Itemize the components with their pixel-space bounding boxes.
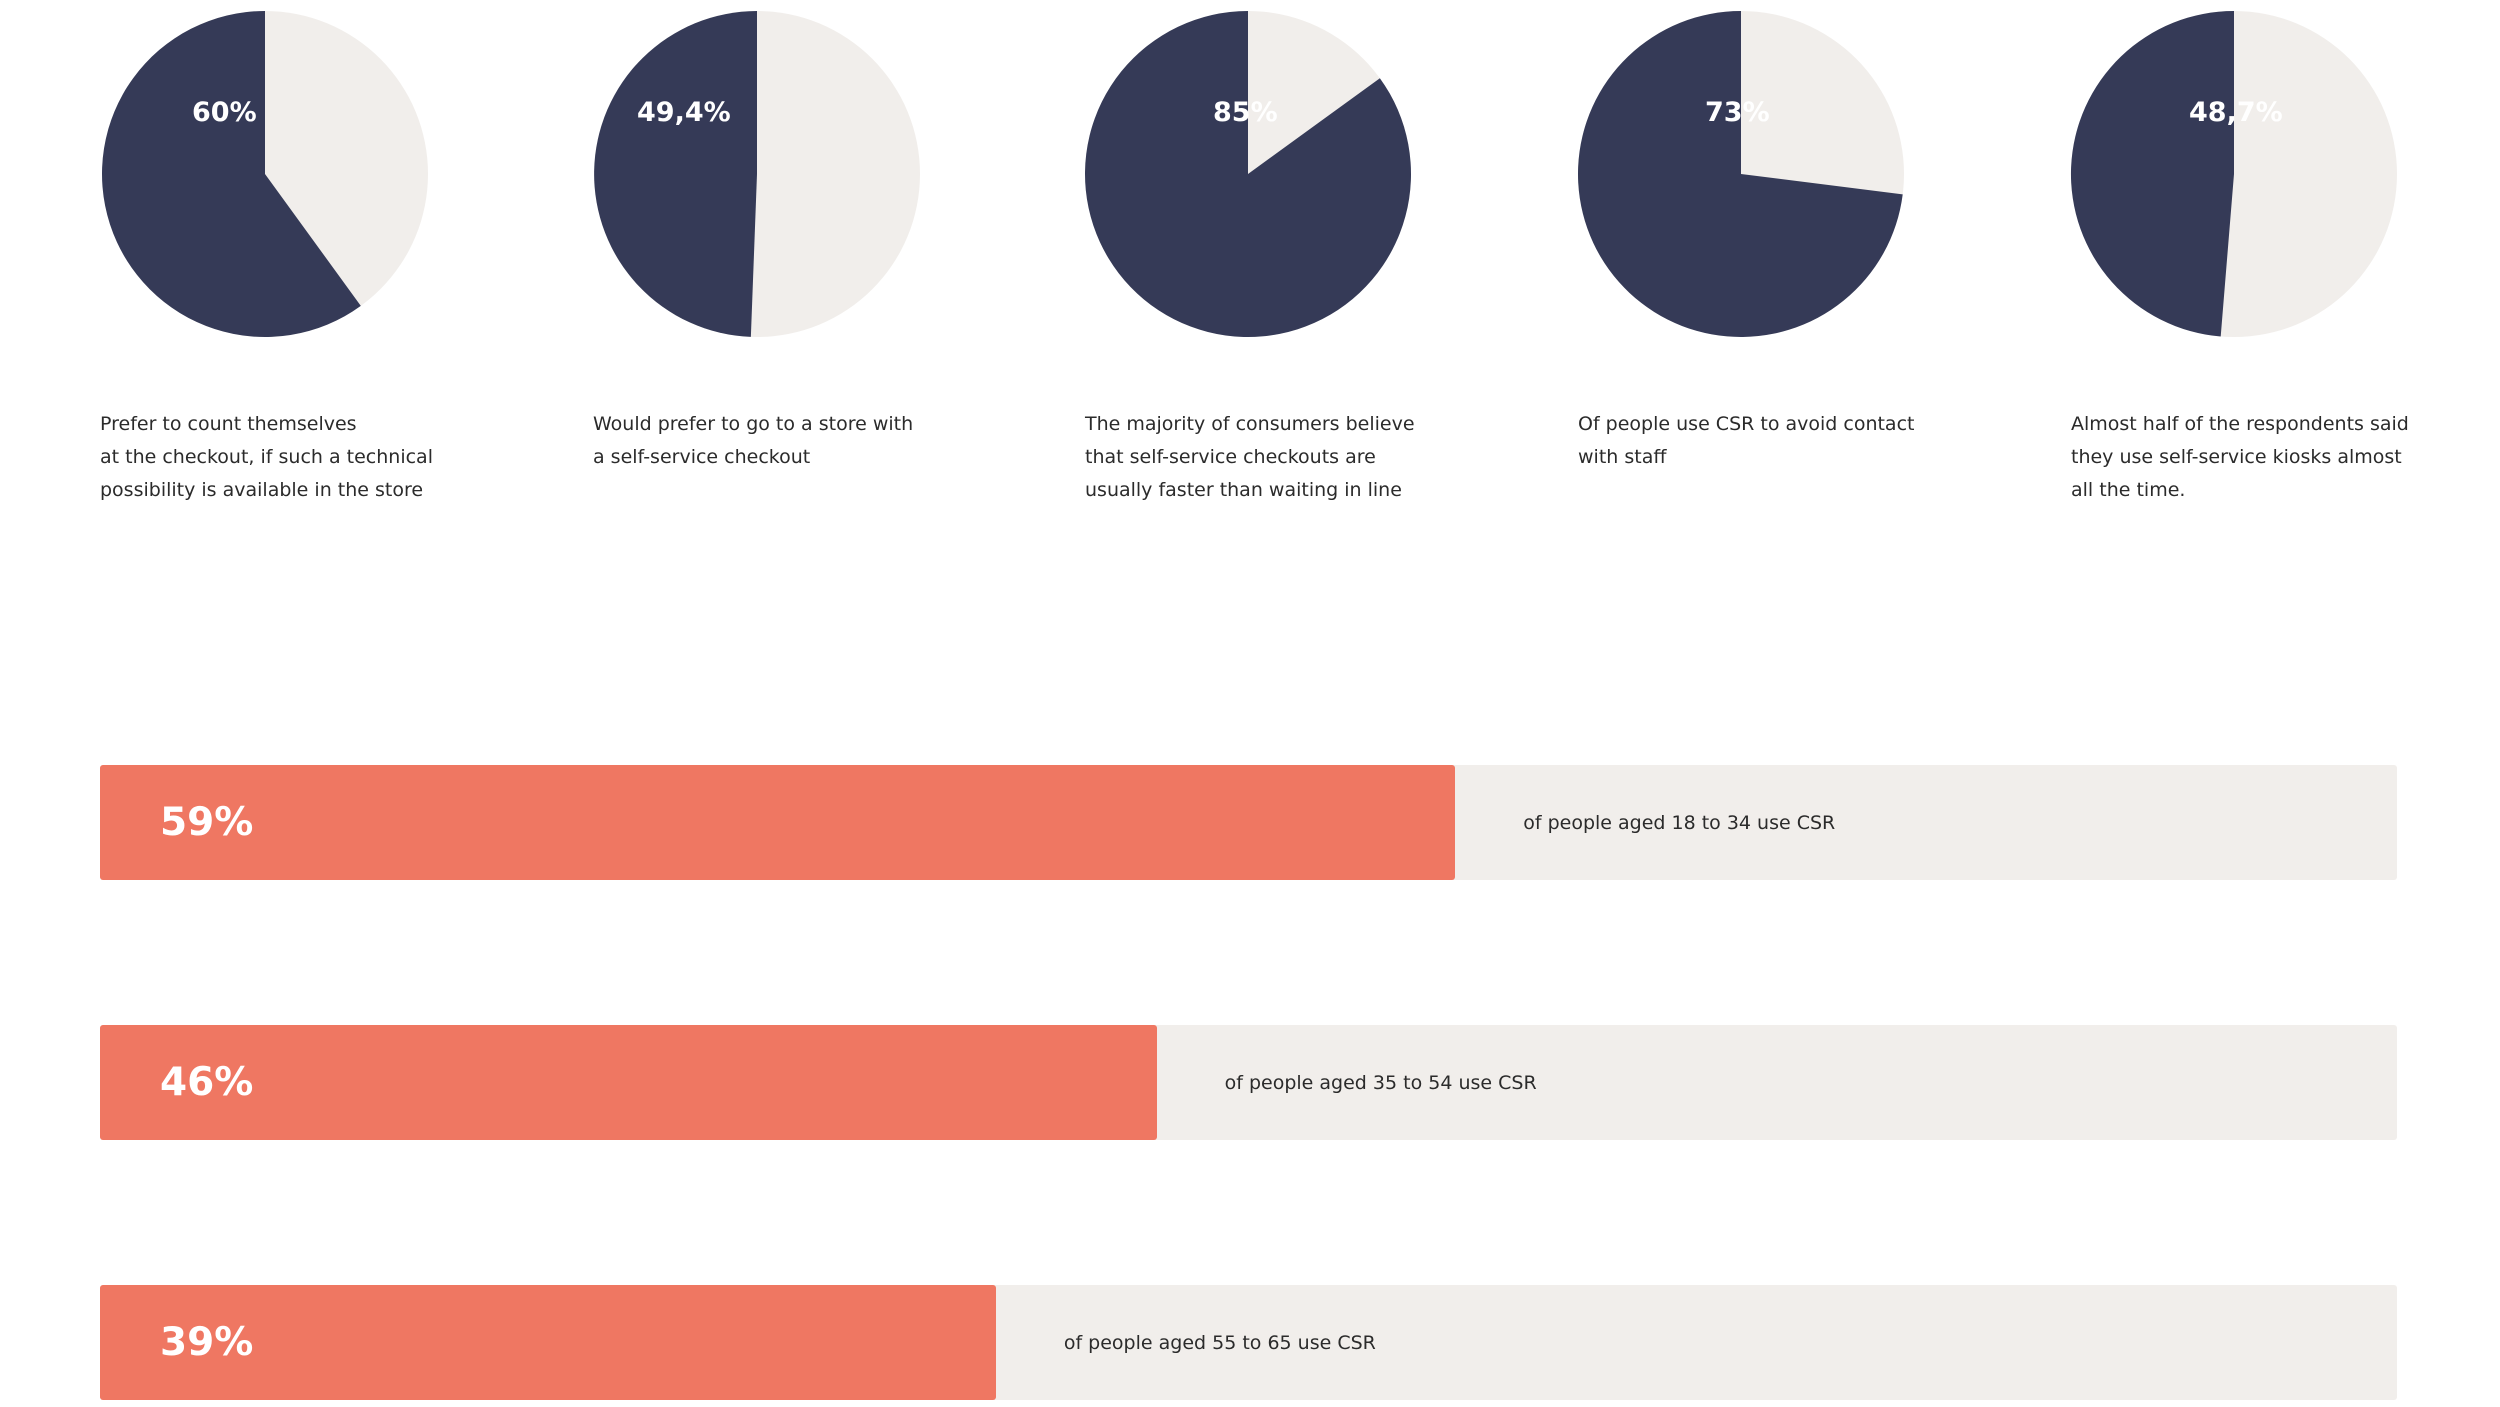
pie-3-slice [1085, 11, 1412, 337]
pie-2-caption-line: Would prefer to go to a store with [593, 413, 914, 435]
bar-row-3: 39% of people aged 55 to 65 use CSR [100, 1285, 2397, 1400]
pie-3-caption: The majority of consumers believe that s… [1085, 408, 1445, 507]
bar-1-value-label: 59% [160, 800, 254, 845]
bar-1-fill [100, 765, 1456, 880]
pie-2-slice [594, 11, 757, 337]
pie-4-value-label: 73% [1705, 97, 1770, 128]
pie-svg-4: 73% [1577, 11, 1904, 337]
pie-3-caption-line: that self-service checkouts are [1085, 446, 1376, 468]
pie-1-caption-line: at the checkout, if such a technical [100, 446, 433, 468]
pie-svg-1: 60% [102, 11, 428, 338]
pie-5-value-label: 48,7% [2189, 97, 2283, 128]
pie-5-slice [2070, 10, 2234, 337]
bar-2-description: of people aged 35 to 54 use CSR [1224, 1071, 1537, 1094]
pie-5-caption-line: Almost half of the respondents said [2071, 413, 2409, 435]
pie-1-value-label: 60% [192, 97, 257, 128]
pie-3-caption-line: The majority of consumers believe [1085, 413, 1415, 435]
pie-1-slice [102, 11, 361, 338]
pie-4-caption: Of people use CSR to avoid contact with … [1578, 408, 1938, 474]
pie-3-value-label: 85% [1213, 97, 1278, 128]
bar-3-description: of people aged 55 to 65 use CSR [1063, 1331, 1376, 1354]
pie-3-caption-line: usually faster than waiting in line [1085, 479, 1402, 501]
pie-4-caption-line: Of people use CSR to avoid contact [1578, 413, 1915, 435]
pie-svg-5: 48,7% [2070, 10, 2397, 337]
bar-3-value-label: 39% [160, 1320, 254, 1365]
pie-2-caption-line: a self-service checkout [593, 446, 811, 468]
bar-2-fill [100, 1025, 1157, 1140]
bar-row-1: 59% of people aged 18 to 34 use CSR [100, 765, 2397, 880]
pie-1-caption: Prefer to count themselves at the checko… [100, 408, 460, 507]
pie-svg-2: 49,4% [594, 11, 920, 337]
pie-4-slice [1577, 11, 1903, 337]
bar-1-description: of people aged 18 to 34 use CSR [1523, 811, 1836, 834]
pie-5-caption: Almost half of the respondents said they… [2071, 408, 2431, 507]
pie-1-caption-line: possibility is available in the store [100, 479, 424, 501]
bar-2-value-label: 46% [160, 1060, 254, 1105]
pie-1-caption-line: Prefer to count themselves [100, 413, 357, 435]
pie-5-caption-line: all the time. [2071, 479, 2186, 501]
pie-5-caption-line: they use self-service kiosks almost [2071, 446, 2402, 468]
pie-2-value-label: 49,4% [637, 97, 731, 128]
pie-4-caption-line: with staff [1578, 446, 1667, 468]
bar-3-fill [100, 1285, 996, 1400]
pie-svg-3: 85% [1085, 11, 1412, 337]
bar-row-2: 46% of people aged 35 to 54 use CSR [100, 1025, 2397, 1140]
pie-2-caption: Would prefer to go to a store with a sel… [593, 408, 953, 474]
